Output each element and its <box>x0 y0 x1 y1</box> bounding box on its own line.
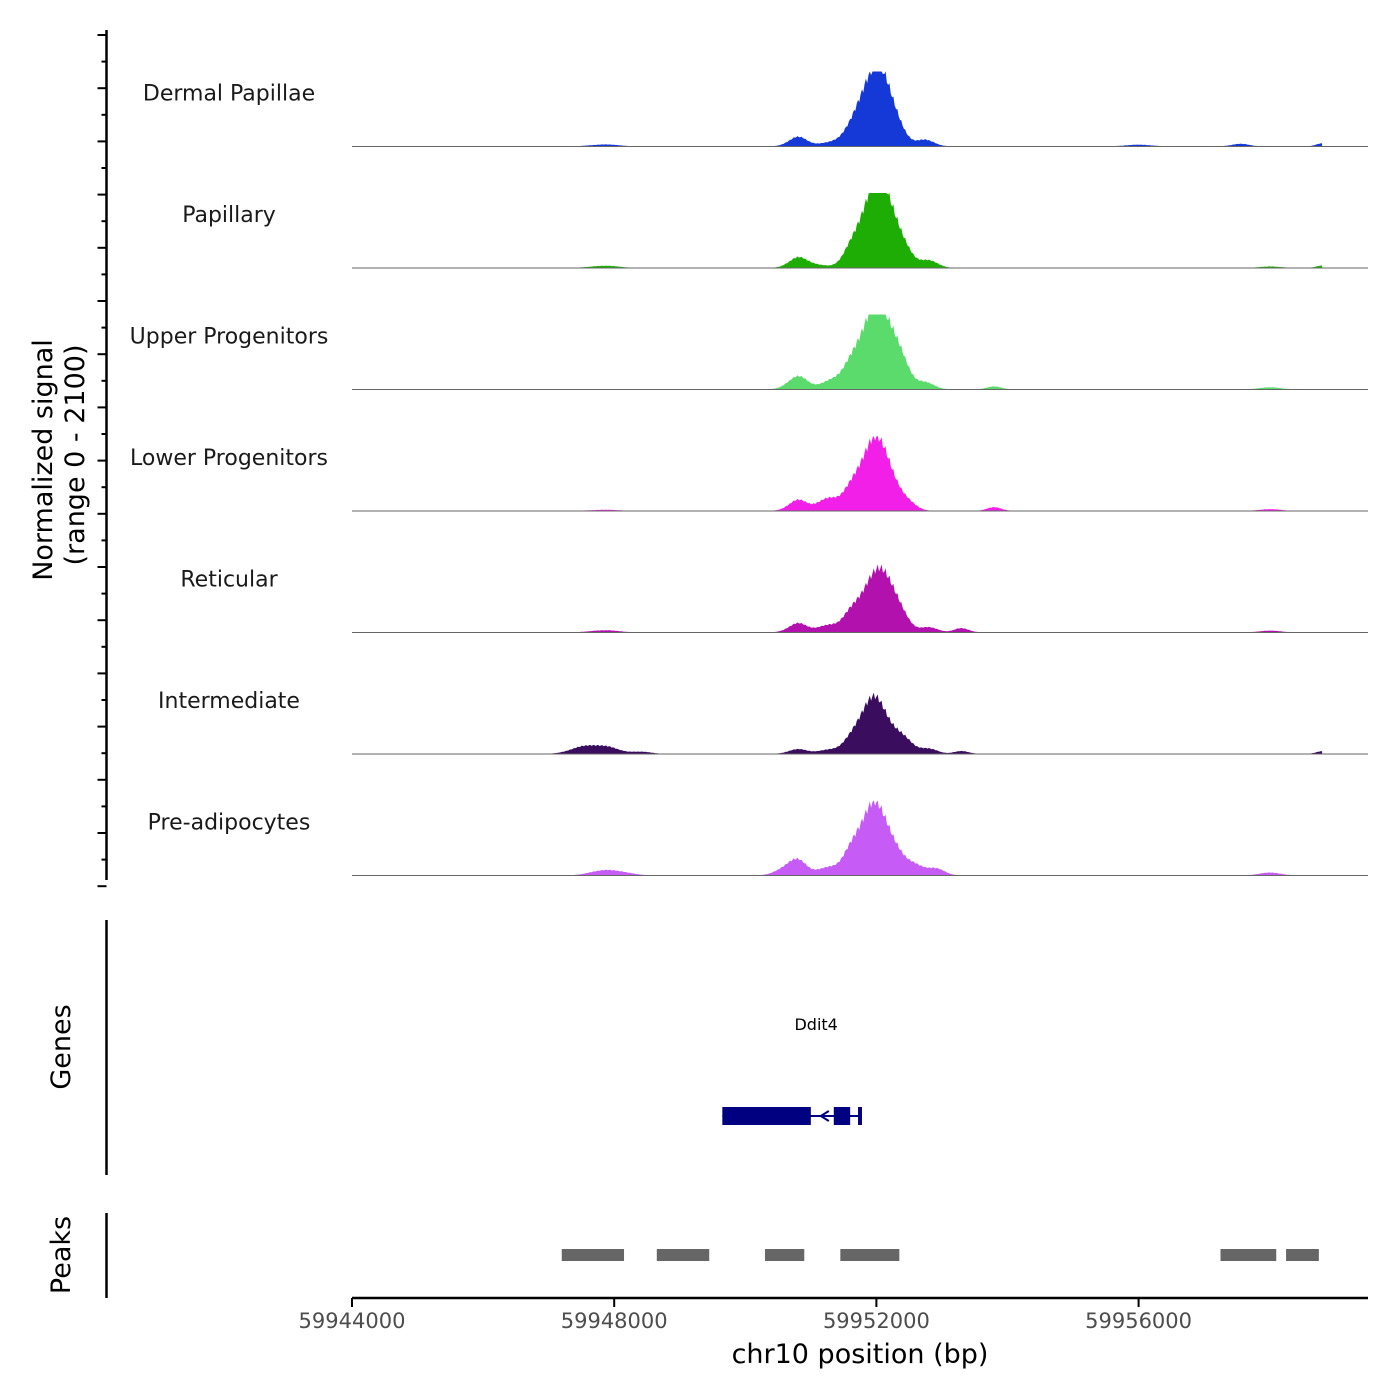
genes-track-title: Genes <box>46 1004 77 1089</box>
peak-region <box>764 1249 805 1261</box>
track-label: Intermediate <box>158 689 300 714</box>
peak-region <box>1286 1249 1319 1261</box>
gene-exon <box>722 1107 811 1125</box>
coverage-tracks: Dermal Papillae Papillary Upper Progenitor… <box>130 71 1368 876</box>
track-upper-progenitors: Upper Progenitors <box>130 314 1368 390</box>
genes-track: Ddit4 <box>722 1015 862 1125</box>
peak-region <box>561 1249 625 1261</box>
signal-area <box>352 692 1323 754</box>
x-axis-title: chr10 position (bp) <box>732 1339 989 1370</box>
track-label: Dermal Papillae <box>143 82 315 107</box>
signal-area <box>352 436 1323 511</box>
track-pre-adipocytes: Pre-adipocytes <box>148 800 1368 876</box>
x-axis: 59944000 59948000 59952000 59956000 <box>299 1296 1368 1333</box>
track-reticular: Reticular <box>180 564 1368 633</box>
y-axis-title: Normalized signal <box>28 339 59 581</box>
peak-region <box>656 1249 710 1261</box>
signal-area <box>352 800 1323 876</box>
track-label: Lower Progenitors <box>130 446 328 471</box>
gene-exon <box>858 1107 862 1125</box>
track-intermediate: Intermediate <box>158 689 1368 755</box>
peaks-track <box>561 1249 1319 1261</box>
track-label: Reticular <box>180 568 278 593</box>
y-axis-range: (range 0 - 2100) <box>60 345 91 566</box>
signal-area <box>352 314 1323 390</box>
track-dermal-papillae: Dermal Papillae <box>143 71 1368 147</box>
gene-exon <box>833 1107 851 1125</box>
track-label: Upper Progenitors <box>130 325 329 350</box>
x-tick-label: 59956000 <box>1085 1309 1192 1333</box>
peak-region <box>1220 1249 1277 1261</box>
strand-arrow <box>818 1110 830 1122</box>
track-lower-progenitors: Lower Progenitors <box>130 436 1368 512</box>
x-tick-label: 59948000 <box>561 1309 668 1333</box>
x-tick-label: 59944000 <box>299 1309 406 1333</box>
y-axis-ticks <box>97 34 107 888</box>
track-label: Pre-adipocytes <box>148 811 311 836</box>
peak-region <box>840 1249 900 1261</box>
peaks-track-title: Peaks <box>46 1216 77 1294</box>
track-papillary: Papillary <box>182 193 1368 269</box>
gene-label-ddit4: Ddit4 <box>794 1015 837 1034</box>
x-tick-label: 59952000 <box>823 1309 930 1333</box>
signal-area <box>352 71 1323 147</box>
signal-area <box>352 193 1323 268</box>
track-label: Papillary <box>182 203 276 228</box>
signal-area <box>352 564 1323 633</box>
